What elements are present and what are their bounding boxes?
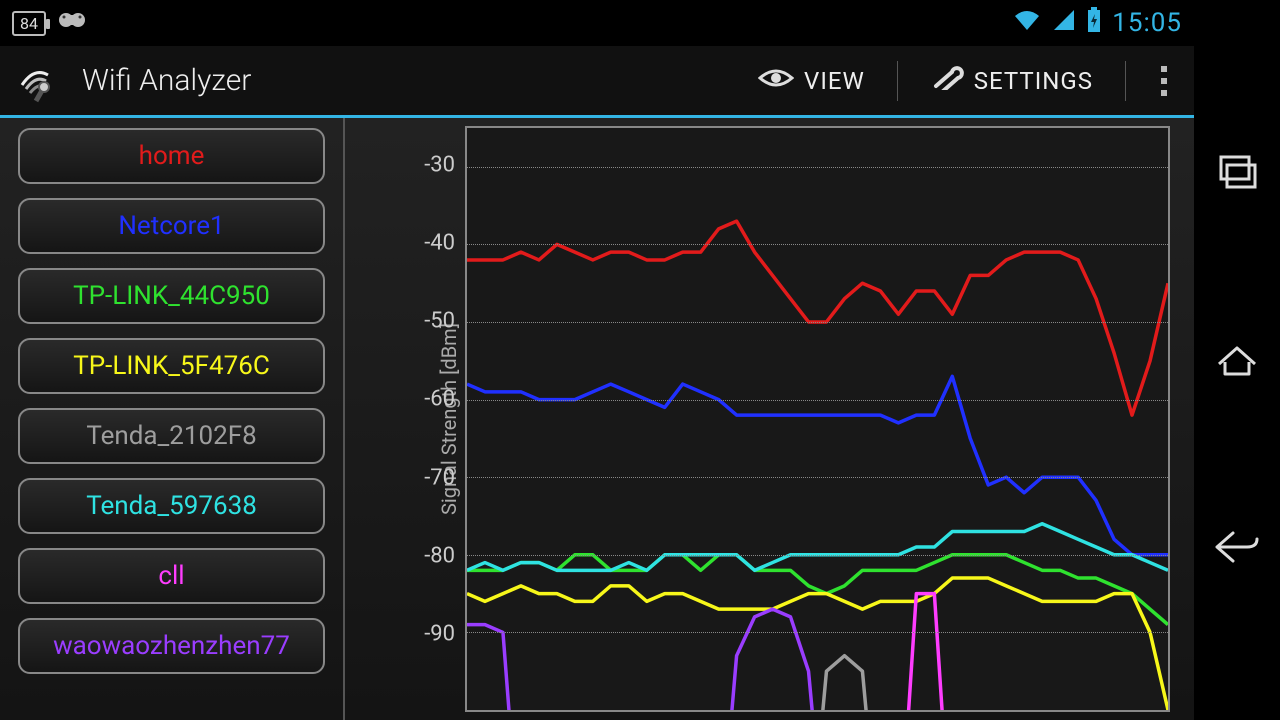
chart-svg [467, 128, 1168, 710]
ssid-item[interactable]: Tenda_2102F8 [18, 408, 325, 464]
gridline [467, 632, 1168, 633]
app-title: Wifi Analyzer [82, 63, 251, 98]
status-bar: 84 15:05 [0, 0, 1194, 46]
gridline [467, 477, 1168, 478]
action-bar-separator [897, 61, 898, 101]
home-button[interactable] [1207, 330, 1267, 390]
y-tick-label: -90 [395, 621, 455, 646]
series-line [467, 555, 1168, 625]
settings-button[interactable]: SETTINGS [916, 60, 1107, 102]
view-button[interactable]: VIEW [744, 60, 879, 102]
ssid-item[interactable]: TP-LINK_5F476C [18, 338, 325, 394]
ssid-item[interactable]: home [18, 128, 325, 184]
ssid-label: cll [158, 561, 184, 591]
cell-signal-icon [1052, 8, 1076, 38]
gridline [467, 167, 1168, 168]
ssid-item[interactable]: cll [18, 548, 325, 604]
back-button[interactable] [1207, 517, 1267, 577]
settings-label: SETTINGS [974, 67, 1093, 95]
app-icon [16, 57, 64, 105]
series-line [467, 221, 1168, 415]
series-line [467, 594, 1168, 710]
clock: 15:05 [1112, 8, 1182, 38]
ssid-label: Tenda_2102F8 [86, 421, 256, 451]
ssid-label: waowaozhenzhen77 [53, 631, 290, 661]
gridline [467, 322, 1168, 323]
ssid-label: home [139, 141, 205, 171]
y-tick-label: -40 [395, 231, 455, 256]
chart-plot[interactable] [465, 126, 1170, 712]
gridline [467, 555, 1168, 556]
debug-icon [56, 9, 88, 37]
battery-charging-icon [1086, 7, 1102, 39]
overflow-menu-button[interactable] [1144, 56, 1184, 106]
eye-icon [758, 66, 794, 96]
ssid-label: TP-LINK_5F476C [73, 351, 270, 381]
ssid-list: home Netcore1 TP-LINK_44C950 TP-LINK_5F476C… [0, 118, 345, 720]
chart-area: Signal Strength [dBm] -30-40-50-60-70-80… [345, 118, 1194, 720]
series-line [467, 578, 1168, 710]
y-tick-label: -50 [395, 309, 455, 334]
ssid-item[interactable]: Tenda_597638 [18, 478, 325, 534]
ssid-item[interactable]: TP-LINK_44C950 [18, 268, 325, 324]
series-line [467, 524, 1168, 571]
gridline [467, 400, 1168, 401]
action-bar-separator [1125, 61, 1126, 101]
ssid-label: Netcore1 [118, 211, 224, 241]
battery-indicator: 84 [12, 11, 46, 36]
wrench-icon [930, 66, 964, 96]
ssid-label: TP-LINK_44C950 [73, 281, 270, 311]
recents-button[interactable] [1207, 143, 1267, 203]
gridline [467, 244, 1168, 245]
system-nav-bar [1194, 0, 1280, 720]
action-bar: Wifi Analyzer VIEW SETTINGS [0, 46, 1194, 118]
ssid-label: Tenda_597638 [86, 491, 257, 521]
y-tick-label: -30 [395, 153, 455, 178]
ssid-item[interactable]: waowaozhenzhen77 [18, 618, 325, 674]
y-tick-label: -70 [395, 465, 455, 490]
content-area: home Netcore1 TP-LINK_44C950 TP-LINK_5F476C… [0, 118, 1194, 720]
wifi-icon [1012, 8, 1042, 38]
series-line [467, 609, 1168, 710]
ssid-item[interactable]: Netcore1 [18, 198, 325, 254]
y-tick-label: -60 [395, 387, 455, 412]
series-line [467, 656, 1168, 710]
y-tick-label: -80 [395, 543, 455, 568]
view-label: VIEW [804, 67, 865, 95]
series-line [467, 376, 1168, 554]
